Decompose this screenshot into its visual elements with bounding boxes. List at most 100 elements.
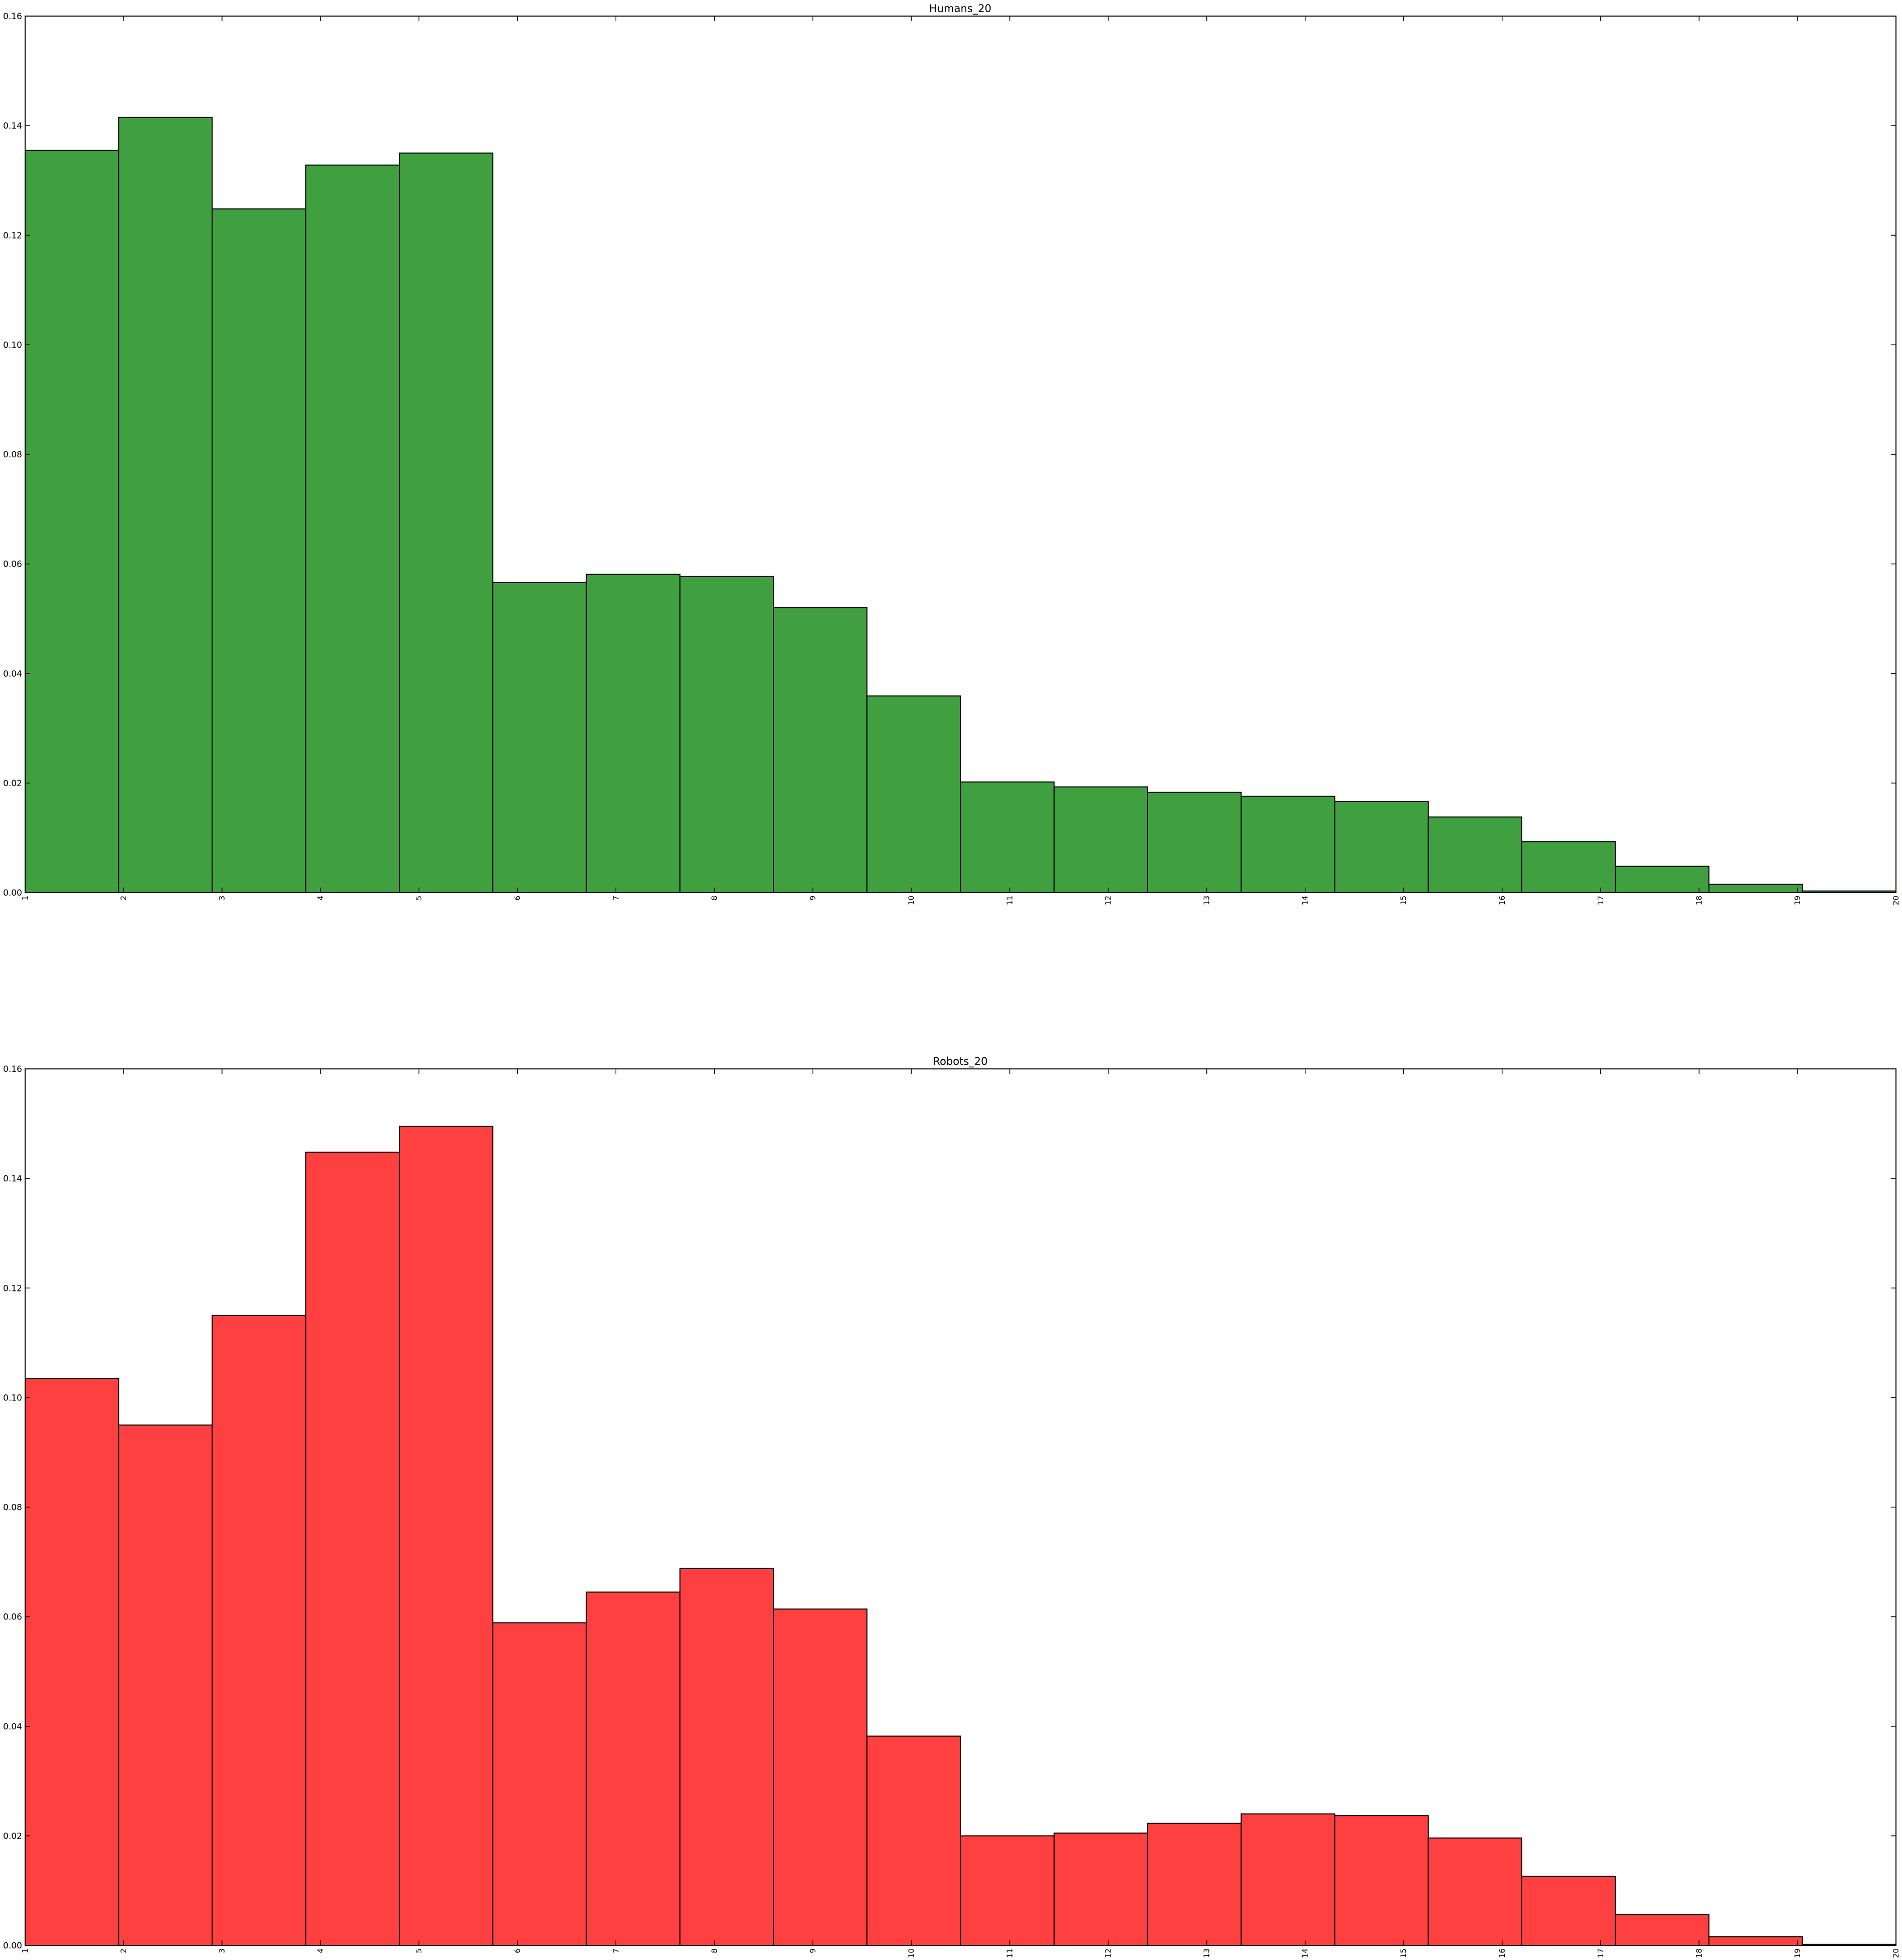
histogram-bar xyxy=(1147,792,1242,894)
histogram-bar xyxy=(679,576,774,893)
x-tick-label: 14 xyxy=(1301,896,1310,905)
histogram-bar xyxy=(773,607,868,894)
x-tick-label: 20 xyxy=(1891,896,1900,905)
y-tick-label: 0.08 xyxy=(3,1503,22,1513)
x-tick-label: 10 xyxy=(907,896,916,905)
bars-group xyxy=(25,1126,1896,1946)
histogram-bar xyxy=(1427,816,1522,893)
histogram-bar xyxy=(1053,786,1148,894)
histogram-bar xyxy=(1615,865,1710,894)
histogram-bar xyxy=(1053,1832,1148,1946)
x-tick-label: 20 xyxy=(1891,1948,1900,1958)
y-tick-label: 0.08 xyxy=(3,450,22,460)
histogram-bar xyxy=(1708,1936,1803,1946)
histogram-bar xyxy=(25,150,120,894)
y-tick-label: 0.14 xyxy=(3,1174,22,1184)
x-tick-label: 1 xyxy=(21,896,30,901)
chart-title: Robots_20 xyxy=(933,1055,987,1068)
histogram-bar xyxy=(1521,841,1616,893)
histogram-bar xyxy=(586,1591,681,1946)
y-tick-label: 0.04 xyxy=(3,1722,22,1732)
histogram-bar xyxy=(1521,1876,1616,1946)
x-tick-label: 14 xyxy=(1301,1948,1310,1958)
humans-histogram-chart: Humans_20 0.00 0.02 0.04 0.06 0.08 0.10 0.12 0.… xyxy=(3,3,1900,905)
histogram-bar xyxy=(1708,884,1803,894)
x-tick-label: 9 xyxy=(808,1948,817,1953)
robots-histogram-chart: Robots_20 0.000.020.040.060.080.100.120.… xyxy=(3,1055,1900,1958)
x-tick-label: 4 xyxy=(316,896,325,901)
x-tick-label: 16 xyxy=(1498,896,1507,905)
y-tick-label: 0.16 xyxy=(3,12,22,22)
x-tick-label: 10 xyxy=(907,1948,916,1958)
x-tick-label: 1 xyxy=(21,1948,30,1953)
x-tick-label: 19 xyxy=(1793,1948,1802,1958)
x-tick-label: 6 xyxy=(513,896,522,901)
histogram-bar xyxy=(211,1315,306,1946)
y-tick-label: 0.10 xyxy=(3,340,22,350)
histogram-bar xyxy=(399,152,494,893)
y-tick-label: 0.06 xyxy=(3,560,22,570)
histogram-bar xyxy=(492,1622,587,1946)
x-tick-label: 11 xyxy=(1005,1948,1015,1958)
x-tick-label: 15 xyxy=(1399,1948,1408,1958)
histogram-bar xyxy=(960,781,1055,893)
x-tick-label: 6 xyxy=(513,1948,522,1953)
bars-group xyxy=(25,117,1896,894)
histogram-bar xyxy=(1147,1822,1242,1946)
x-tick-label: 16 xyxy=(1498,1948,1507,1958)
x-tick-label: 2 xyxy=(119,896,128,901)
x-tick-label: 3 xyxy=(217,896,227,901)
x-tick-label: 13 xyxy=(1202,896,1211,905)
histogram-bar xyxy=(866,1735,961,1946)
x-tick-label: 11 xyxy=(1005,896,1015,905)
y-tick-label: 0.02 xyxy=(3,779,22,789)
x-tick-label: 13 xyxy=(1202,1948,1211,1958)
y-tick-label: 0.16 xyxy=(3,1064,22,1074)
histogram-bar xyxy=(1334,1815,1429,1946)
y-tick-label: 0.02 xyxy=(3,1831,22,1841)
histogram-bar xyxy=(1241,796,1335,894)
histogram-bar xyxy=(492,582,587,893)
y-tick-label: 0.12 xyxy=(3,231,22,241)
histogram-bar xyxy=(586,574,681,893)
x-tick-label: 15 xyxy=(1399,896,1408,905)
y-tick-label: 0.04 xyxy=(3,669,22,679)
x-tick-label: 3 xyxy=(217,1948,227,1953)
axes-frame xyxy=(25,16,1896,893)
x-tick-label: 17 xyxy=(1596,896,1605,905)
x-tick-label: 8 xyxy=(710,1948,719,1953)
x-tick-label: 5 xyxy=(414,896,423,901)
histogram-bar xyxy=(1334,801,1429,893)
x-tick-label: 19 xyxy=(1793,896,1802,905)
histogram-bar xyxy=(679,1568,774,1946)
y-tick-label: 0.00 xyxy=(3,1941,22,1951)
x-tick-label: 2 xyxy=(119,1948,128,1953)
histogram-bar xyxy=(399,1126,494,1946)
y-tick-label: 0.10 xyxy=(3,1393,22,1403)
histogram-bar xyxy=(305,164,400,893)
x-tick-label: 18 xyxy=(1695,1948,1704,1958)
y-axis-ticks: 0.00 0.02 0.04 0.06 0.08 0.10 0.12 0.14 0.16 xyxy=(3,1064,1896,1951)
axes-frame xyxy=(25,1068,1896,1946)
x-tick-label: 7 xyxy=(611,896,620,901)
x-tick-label: 8 xyxy=(710,896,719,901)
histogram-bar xyxy=(773,1608,868,1946)
histogram-bar xyxy=(1615,1914,1710,1946)
y-tick-label: 0.06 xyxy=(3,1612,22,1622)
x-tick-label: 18 xyxy=(1695,896,1704,905)
histogram-bar xyxy=(305,1151,400,1946)
y-tick-label: 0.00 xyxy=(3,888,22,898)
histogram-bar xyxy=(866,695,961,893)
histogram-bar xyxy=(1427,1837,1522,1946)
histogram-bar xyxy=(118,117,213,893)
x-tick-label: 12 xyxy=(1104,896,1113,905)
x-tick-label: 9 xyxy=(808,896,817,901)
x-tick-label: 17 xyxy=(1596,1948,1605,1958)
x-tick-label: 7 xyxy=(611,1948,620,1953)
x-tick-label: 5 xyxy=(414,1948,423,1953)
chart-title: Humans_20 xyxy=(929,3,991,15)
x-tick-label: 4 xyxy=(316,1948,325,1953)
x-tick-label: 12 xyxy=(1104,1948,1113,1958)
y-tick-label: 0.12 xyxy=(3,1283,22,1293)
